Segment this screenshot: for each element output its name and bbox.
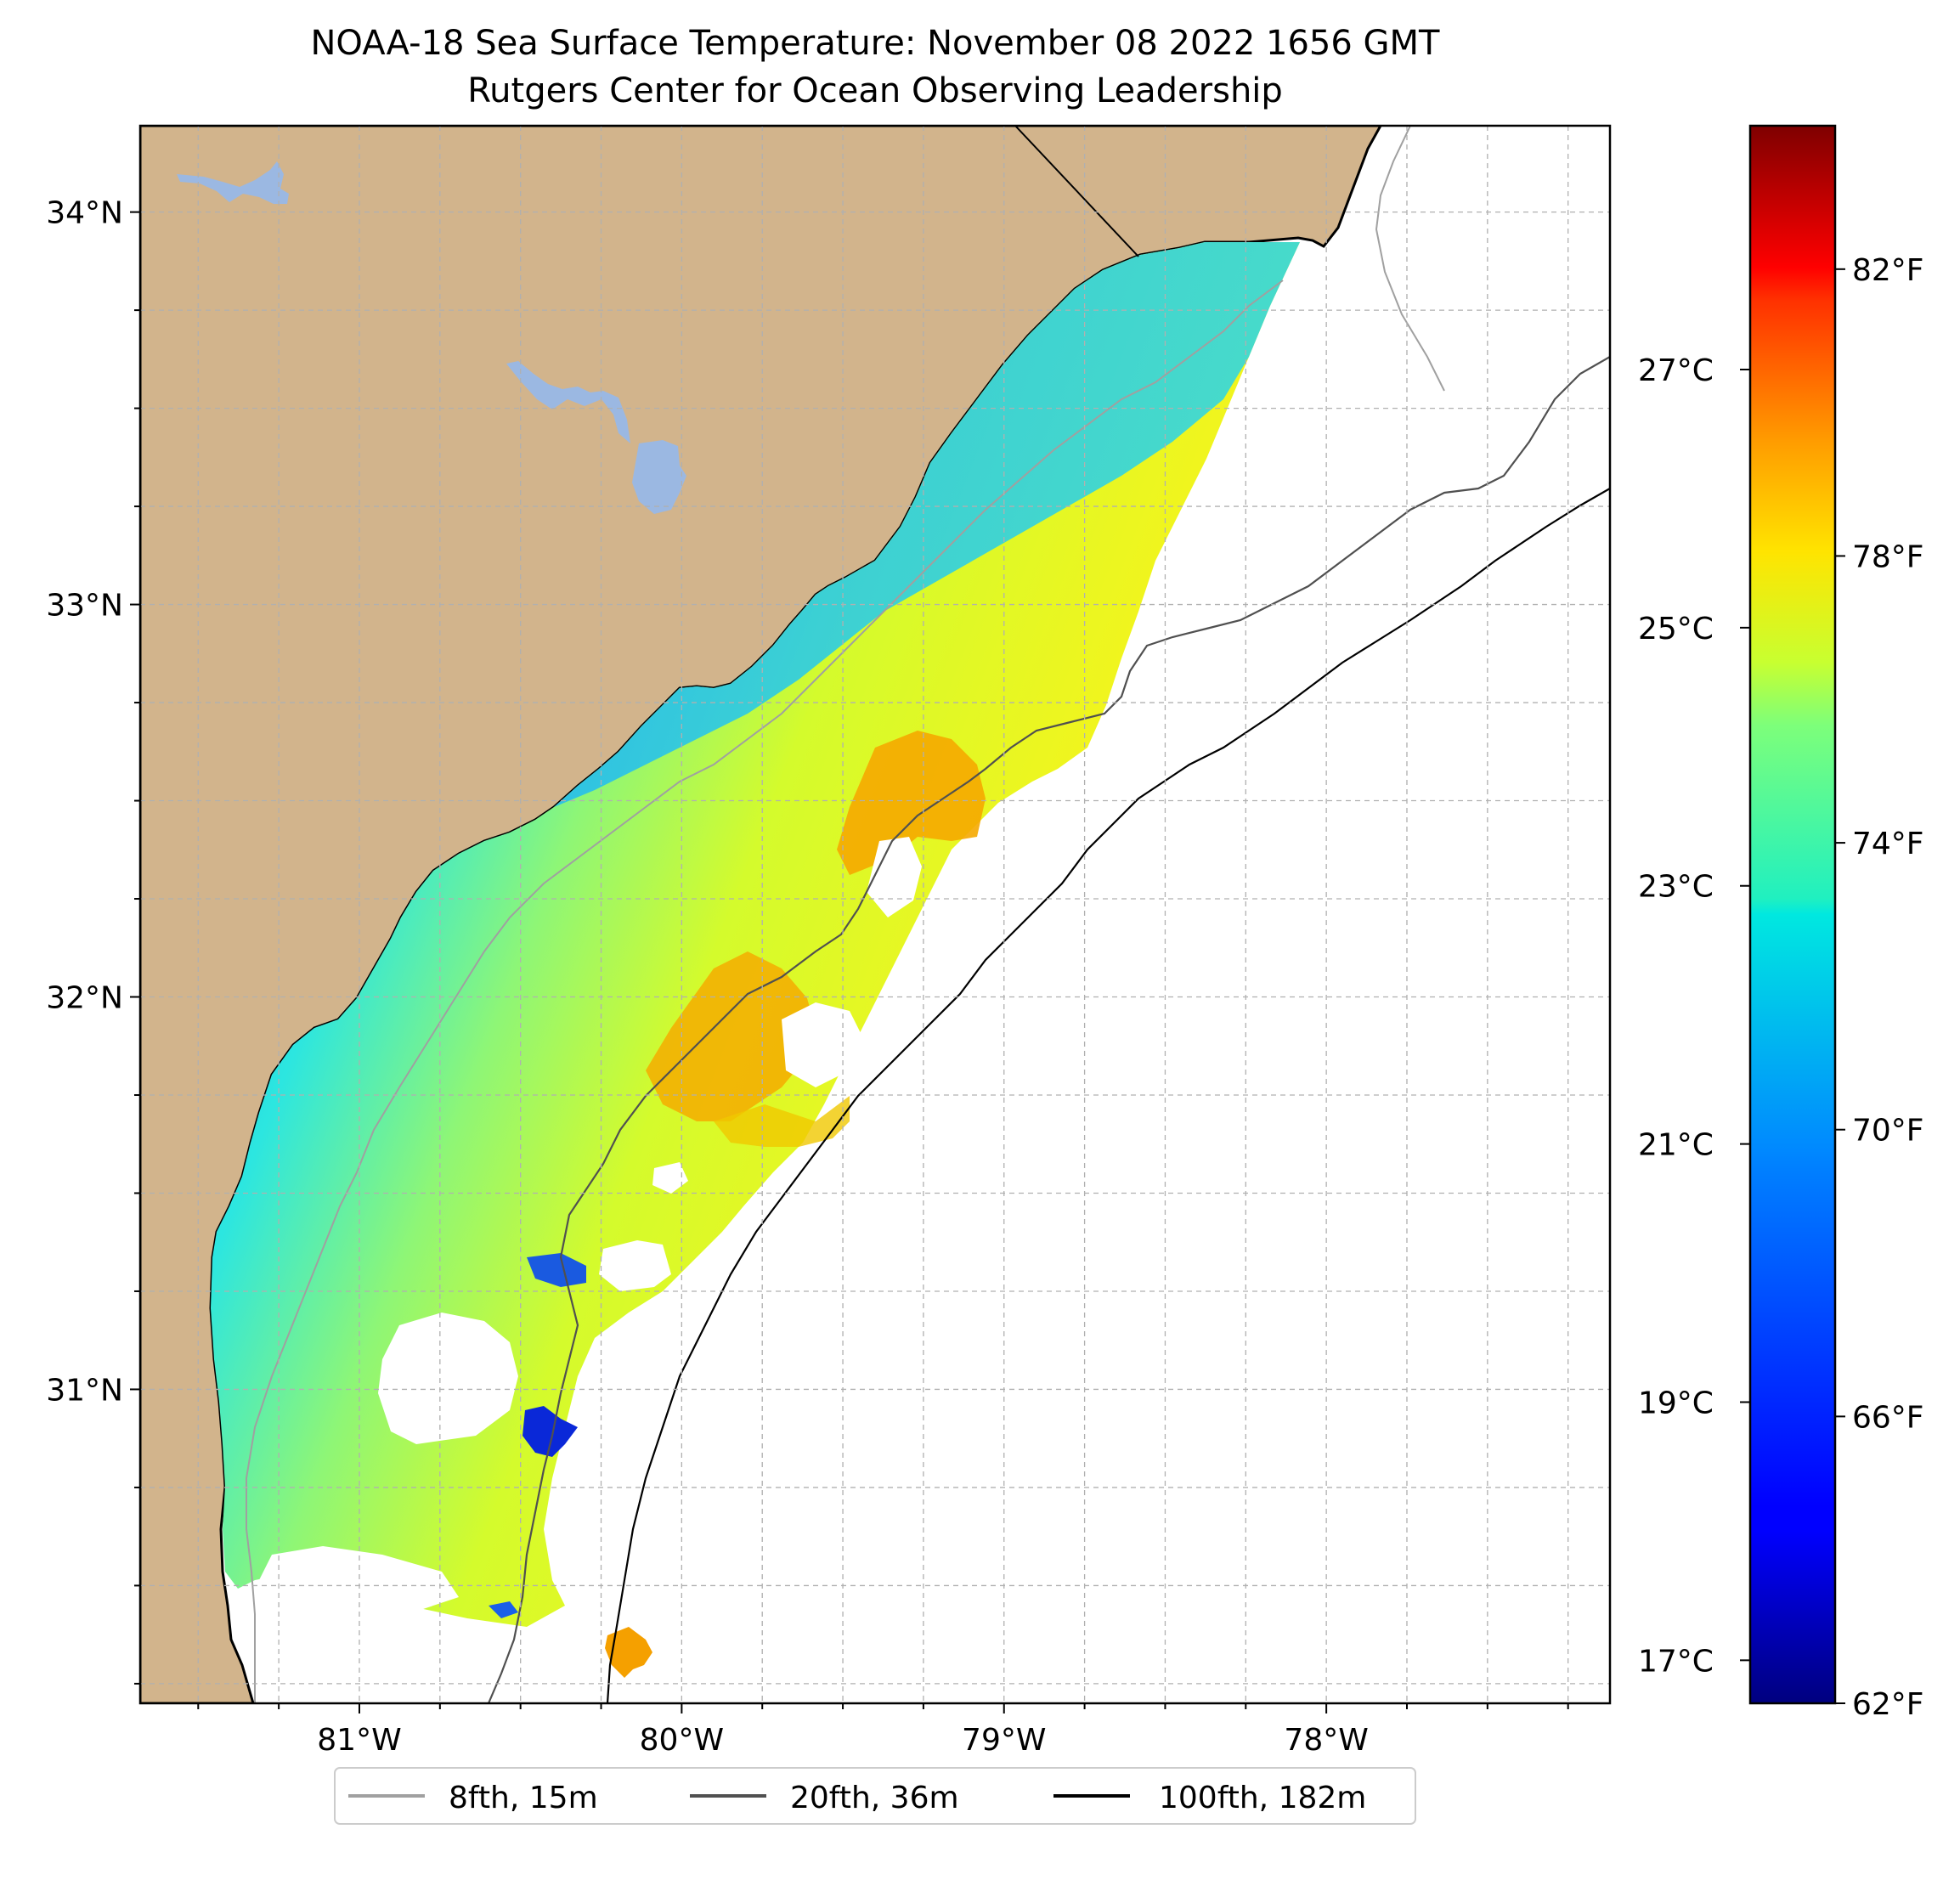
sst-cold-patch-b [527, 1253, 586, 1287]
sst-cloud-gap-5 [867, 837, 922, 917]
colorbar-f-label: 66°F [1852, 1400, 1924, 1435]
map-panel [140, 126, 1610, 1703]
lon-label: 78°W [1284, 1723, 1368, 1758]
colorbar-c-label: 19°C [1638, 1386, 1714, 1420]
colorbar-c-label: 21°C [1638, 1128, 1714, 1163]
sst-cloud-gap-4 [782, 1002, 867, 1087]
lon-label: 81°W [317, 1723, 401, 1758]
legend-label-100fth: 100fth, 182m [1159, 1781, 1366, 1815]
sst-cloud-gap-6 [652, 1162, 688, 1194]
map-axis-ticks [130, 211, 1569, 1713]
state-border [1014, 126, 1139, 257]
sst-warm-patch-offshore [605, 1627, 652, 1678]
isobath-100fth-182m [606, 488, 1610, 1703]
colorbar-f-label: 62°F [1852, 1687, 1924, 1722]
legend-label-8fth: 8fth, 15m [449, 1781, 598, 1815]
bathymetry-legend: 8fth, 15m 20fth, 36m 100fth, 182m [334, 1767, 1416, 1825]
isobath-8fth-15m [246, 279, 1284, 1703]
colorbar-f-label: 70°F [1852, 1114, 1924, 1149]
sst-cloud-gap-1 [378, 1313, 518, 1444]
legend-label-20fth: 20fth, 36m [790, 1781, 959, 1815]
lake-marion [506, 361, 630, 443]
colorbar [1748, 124, 1837, 1705]
fahrenheit-scale: 62°F 66°F 70°F 74°F 78°F 82°F [1835, 253, 1924, 1722]
lake-north [177, 161, 289, 204]
lat-label: 32°N [46, 981, 123, 1016]
sst-warm-patch-south [714, 1096, 850, 1147]
lat-label: 31°N [46, 1373, 123, 1408]
map-title-line-1: NOAA-18 Sea Surface Temperature: Novembe… [311, 24, 1441, 63]
sst-swath [211, 242, 1300, 1678]
colorbar-f-label: 78°F [1852, 539, 1924, 574]
celsius-scale: 17°C 19°C 21°C 23°C 25°C 27°C [1638, 353, 1750, 1679]
lat-label: 33°N [46, 589, 123, 624]
colorbar-c-label: 17°C [1638, 1644, 1714, 1679]
colorbar-f-label: 82°F [1852, 253, 1924, 288]
sst-northern-cool-band [554, 242, 1300, 807]
latitude-labels: 31°N 32°N 33°N 34°N [46, 196, 123, 1409]
longitude-labels: 81°W 80°W 79°W 78°W [317, 1723, 1369, 1758]
sst-cold-patch-c [489, 1601, 518, 1618]
map-frame [138, 124, 1612, 1705]
lon-label: 79°W [962, 1723, 1046, 1758]
graticule [140, 126, 1610, 1703]
isobath-20fth-36m [487, 356, 1610, 1703]
lat-label: 34°N [46, 196, 123, 231]
sst-cloud-gap-2 [259, 1546, 459, 1618]
sst-cloud-gap-3 [599, 1240, 671, 1291]
legend-frame [334, 1767, 1416, 1825]
sst-main-swath [211, 242, 1300, 1627]
lake-moultrie [632, 440, 686, 514]
sst-cold-patch-a [522, 1406, 578, 1457]
isobath-8fth-15m-north-tail [1375, 126, 1445, 392]
lon-label: 80°W [640, 1723, 724, 1758]
colorbar-c-label: 23°C [1638, 870, 1714, 905]
sst-warm-patch-north [837, 731, 986, 875]
map-title-line-2: Rutgers Center for Ocean Observing Leade… [467, 71, 1283, 110]
colorbar-c-label: 27°C [1638, 353, 1714, 388]
sst-warm-patch-mid [646, 951, 816, 1121]
colorbar-c-label: 25°C [1638, 612, 1714, 646]
colorbar-f-label: 74°F [1852, 827, 1924, 861]
